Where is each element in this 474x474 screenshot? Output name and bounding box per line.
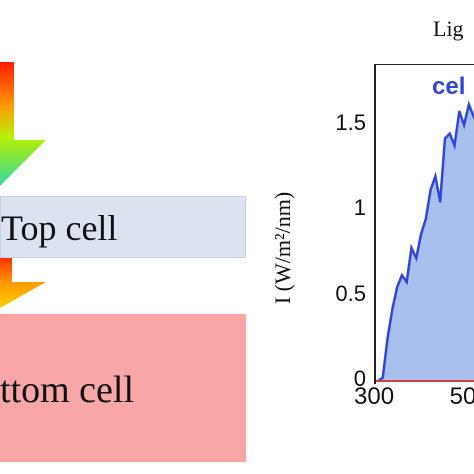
y-axis-label: I (W/m²/nm) bbox=[270, 191, 295, 305]
transmitted-arrow-icon bbox=[0, 258, 46, 308]
spectrum-chart bbox=[376, 100, 474, 383]
spectrum-point bbox=[386, 337, 389, 340]
spectrum-point bbox=[401, 274, 403, 277]
spectrum-point bbox=[453, 144, 456, 147]
spectrum-point bbox=[458, 110, 461, 113]
spectrum-point bbox=[429, 188, 432, 191]
bottom-cell-layer: ttom cell bbox=[0, 314, 246, 462]
spectrum-point bbox=[467, 103, 470, 106]
spectrum-point bbox=[420, 233, 422, 236]
spectrum-point bbox=[444, 137, 446, 140]
spectrum-point bbox=[405, 281, 408, 283]
spectrum-point bbox=[463, 124, 465, 126]
series-annotation: cel bbox=[432, 73, 466, 100]
spectrum-point bbox=[381, 376, 384, 379]
bottom-cell-label: ttom cell bbox=[0, 369, 135, 411]
spectrum-point bbox=[391, 308, 394, 311]
spectrum-point bbox=[439, 200, 442, 203]
y-tick-label: 1 bbox=[353, 195, 366, 221]
chart-title: Lig bbox=[433, 16, 464, 41]
plot-area bbox=[374, 64, 474, 384]
light-arrow-icon bbox=[0, 62, 46, 186]
y-tick-label: 1.5 bbox=[335, 110, 366, 135]
x-tick-label: 300 bbox=[354, 383, 395, 410]
top-cell-label: Top cell bbox=[1, 208, 118, 248]
x-tick-label: 500 bbox=[449, 383, 474, 410]
spectrum-point bbox=[434, 175, 437, 178]
spectrum-point bbox=[424, 217, 427, 220]
spectrum-area bbox=[378, 104, 474, 381]
spectrum-point bbox=[448, 132, 451, 135]
spectrum-point bbox=[410, 246, 413, 249]
spectrum-point bbox=[415, 257, 418, 260]
spectrum-point bbox=[396, 286, 399, 289]
y-tick-label: 0.5 bbox=[335, 280, 366, 306]
y-tick-label: 0 bbox=[353, 366, 366, 391]
top-cell-layer: Top cell bbox=[0, 196, 246, 258]
